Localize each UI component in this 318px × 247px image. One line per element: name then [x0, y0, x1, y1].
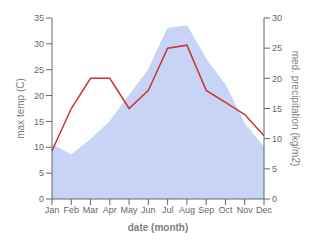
svg-text:10: 10: [34, 142, 44, 152]
svg-text:med. precipitation (kg/m2): med. precipitation (kg/m2): [290, 51, 301, 167]
svg-text:30: 30: [34, 39, 44, 49]
svg-text:Apr: Apr: [103, 205, 117, 215]
svg-text:Jan: Jan: [45, 205, 60, 215]
svg-text:0: 0: [272, 194, 277, 204]
svg-text:20: 20: [34, 91, 44, 101]
svg-text:15: 15: [34, 117, 44, 127]
svg-text:Nov: Nov: [237, 205, 254, 215]
svg-text:Feb: Feb: [64, 205, 80, 215]
svg-text:date (month): date (month): [128, 222, 189, 233]
svg-text:30: 30: [272, 13, 282, 23]
svg-text:Jun: Jun: [141, 205, 156, 215]
svg-text:0: 0: [39, 194, 44, 204]
svg-text:Aug: Aug: [179, 205, 195, 215]
svg-text:10: 10: [272, 134, 282, 144]
svg-text:25: 25: [272, 43, 282, 53]
svg-text:Mar: Mar: [83, 205, 99, 215]
svg-text:20: 20: [272, 74, 282, 84]
svg-text:Jul: Jul: [162, 205, 174, 215]
svg-text:Sep: Sep: [198, 205, 214, 215]
svg-text:25: 25: [34, 65, 44, 75]
svg-text:15: 15: [272, 104, 282, 114]
svg-text:May: May: [121, 205, 139, 215]
svg-text:5: 5: [39, 168, 44, 178]
svg-text:max temp (C): max temp (C): [15, 78, 26, 139]
svg-text:Dec: Dec: [256, 205, 273, 215]
svg-text:Oct: Oct: [218, 205, 233, 215]
svg-text:35: 35: [34, 13, 44, 23]
svg-text:5: 5: [272, 164, 277, 174]
